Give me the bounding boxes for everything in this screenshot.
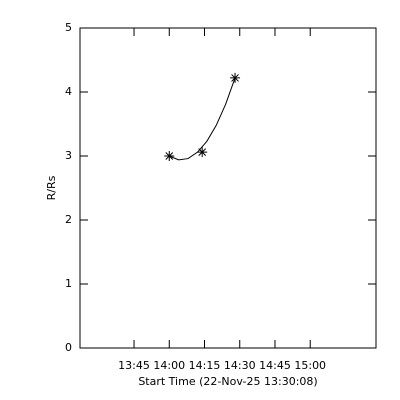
x-axis-title: Start Time (22-Nov-25 13:30:08) [138, 375, 317, 388]
y-tick-label: 5 [65, 21, 72, 34]
x-tick-label: 14:30 [224, 359, 256, 372]
y-tick-label: 2 [65, 213, 72, 226]
y-tick-label: 4 [65, 85, 72, 98]
data-point [230, 72, 241, 83]
x-tick-label: 14:45 [259, 359, 291, 372]
fit-line [169, 77, 236, 161]
x-tick-label: 14:00 [153, 359, 185, 372]
x-tick-label: 14:15 [189, 359, 221, 372]
y-axis-title: R/Rs [45, 175, 58, 200]
y-tick-label: 0 [65, 341, 72, 354]
x-tick-label: 15:00 [294, 359, 326, 372]
y-tick-label: 3 [65, 149, 72, 162]
plot-frame [79, 27, 377, 349]
data-point [197, 147, 208, 158]
y-tick-label: 1 [65, 277, 72, 290]
x-tick-label: 13:45 [118, 359, 150, 372]
